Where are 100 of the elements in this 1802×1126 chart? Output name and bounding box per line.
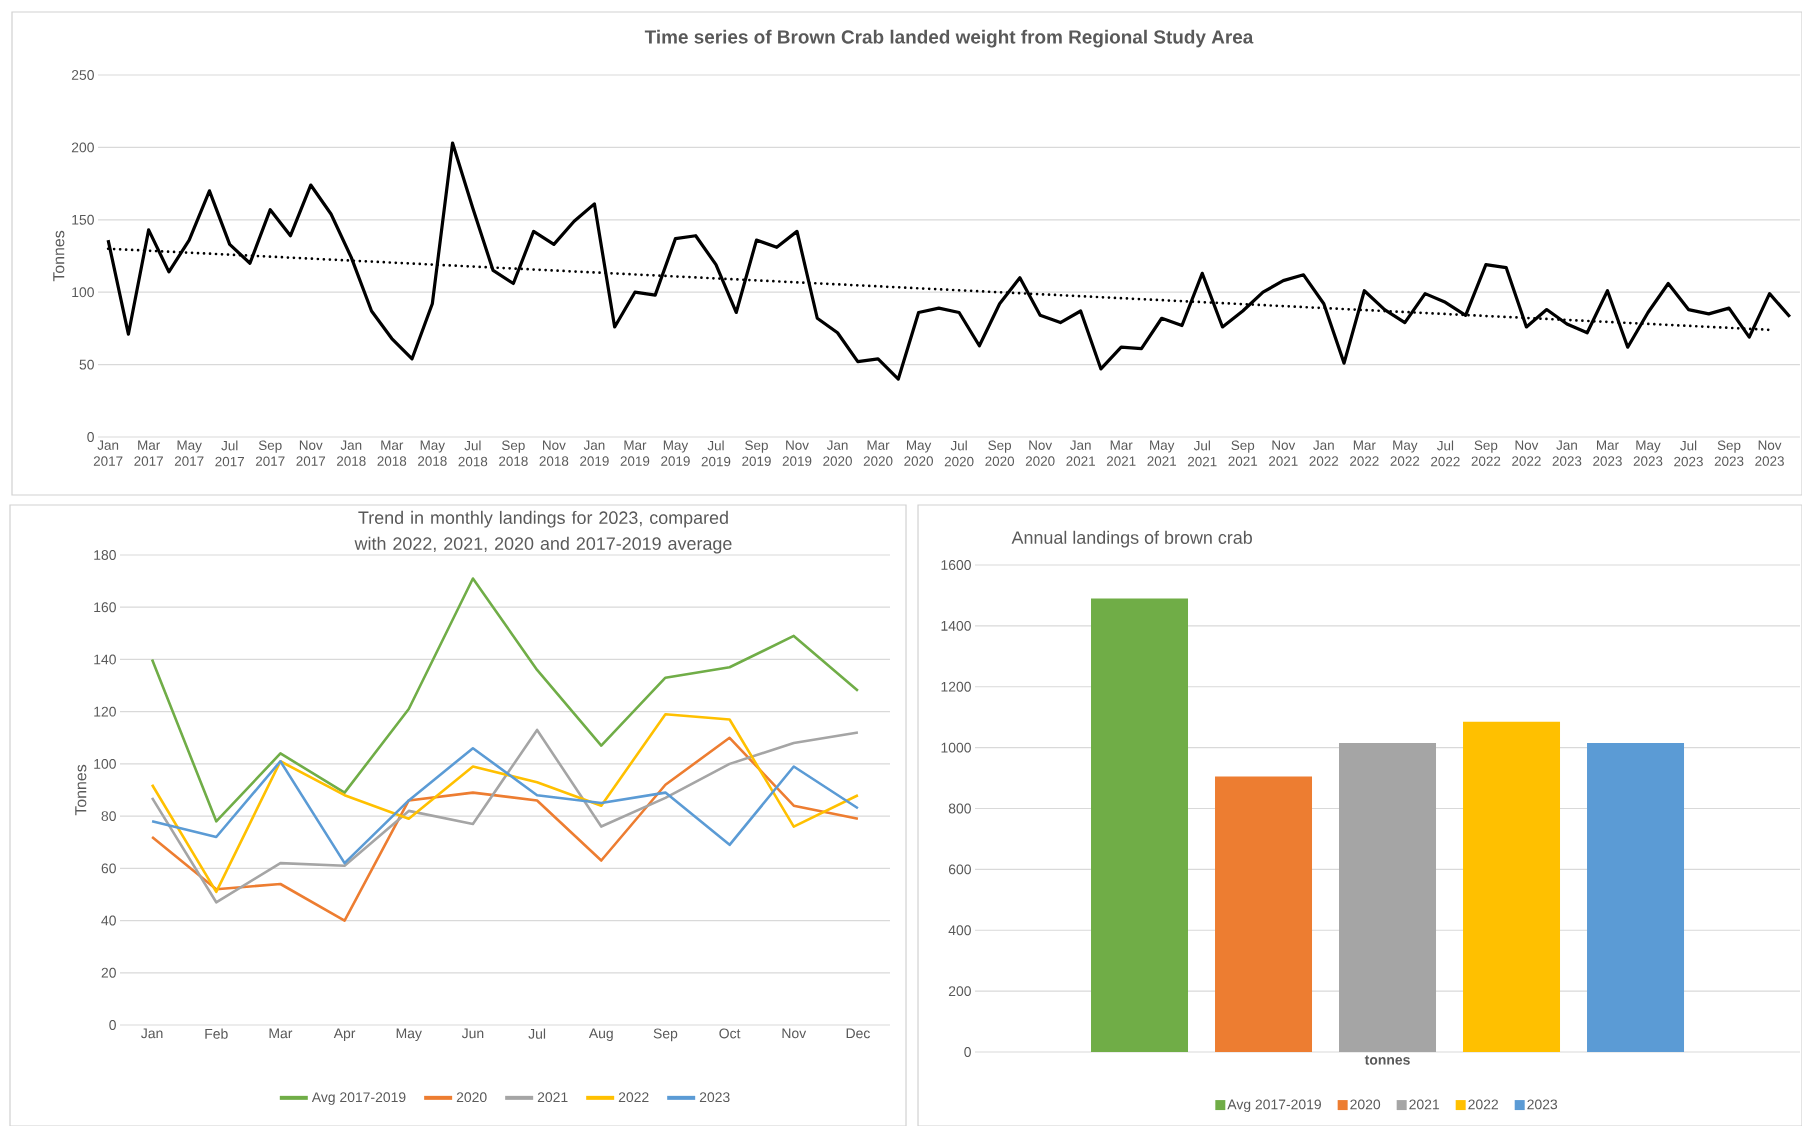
x-tick-label: Nov	[782, 1028, 807, 1039]
bar	[1215, 776, 1313, 1052]
y-tick-label: 200	[948, 986, 971, 997]
x-tick-label: Jan 2022	[1309, 440, 1339, 466]
x-tick-label: May 2019	[661, 440, 690, 466]
x-tick-label: Sep 2020	[985, 440, 1015, 466]
legend-label: 2023	[1527, 1099, 1558, 1110]
y-tick-label: 50	[79, 359, 94, 370]
line-series	[150, 577, 860, 823]
x-tick-label: Nov 2023	[1755, 440, 1784, 466]
chart-title: Trend in monthly landings for 2023, compared with 2022, 2021, 2020 and 2017-2019 average	[354, 510, 732, 554]
x-tick-label: Jun	[461, 1028, 484, 1039]
x-tick-label: Mar 2017	[134, 440, 163, 466]
x-tick-label: Jul 2020	[944, 440, 974, 467]
line-series	[106, 141, 1792, 381]
y-tick-label: 160	[94, 602, 116, 613]
y-tick-label: 1600	[941, 560, 971, 570]
x-tick-label: Jul 2017	[215, 440, 244, 467]
x-tick-label: Jan	[141, 1028, 163, 1039]
x-tick-label: Mar	[269, 1028, 293, 1039]
y-tick-label: 80	[101, 811, 116, 822]
bar	[1091, 598, 1189, 1052]
x-tick-label: Feb	[205, 1028, 228, 1039]
y-tick-label: 1400	[941, 620, 971, 631]
x-tick-label: Sep 2018	[499, 440, 528, 466]
y-tick-label: 20	[101, 967, 116, 978]
line-series	[150, 746, 860, 865]
y-tick-label: 100	[72, 287, 94, 298]
x-tick-label: Nov 2019	[782, 440, 812, 466]
y-tick-label: 1000	[941, 742, 971, 753]
y-tick-label: 600	[948, 864, 971, 875]
bar	[1463, 721, 1561, 1052]
x-tick-label: Nov 2018	[539, 440, 569, 466]
x-tick-label: Mar 2023	[1593, 440, 1622, 466]
y-tick-label: 0	[109, 1020, 116, 1030]
y-tick-label: 150	[72, 214, 94, 225]
y-tick-label: 0	[87, 432, 94, 442]
x-tick-label: Aug	[588, 1028, 613, 1042]
x-tick-label: Jul 2018	[458, 440, 488, 467]
x-tick-label: Mar 2021	[1106, 440, 1136, 466]
legend-label: 2020	[456, 1092, 487, 1103]
x-tick-label: Mar 2018	[377, 440, 407, 466]
x-tick-label: Jan 2021	[1066, 440, 1095, 466]
chart-title: Time series of Brown Crab landed weight from Regional Study Area	[644, 29, 1254, 48]
legend-label: 2022	[618, 1092, 649, 1103]
x-tick-label: May 2022	[1390, 440, 1420, 466]
y-tick-label: 200	[71, 142, 94, 153]
bar	[1339, 743, 1437, 1052]
legend-label: 2023	[699, 1092, 730, 1103]
y-tick-label: 400	[948, 925, 971, 936]
legend-label: Avg 2017-2019	[1227, 1099, 1321, 1113]
y-tick-label: 60	[101, 863, 116, 874]
x-tick-label: May 2017	[174, 440, 204, 466]
x-tick-label: Sep	[653, 1028, 678, 1042]
y-tick-label: 40	[101, 915, 116, 926]
legend-label: 2021	[1409, 1099, 1440, 1110]
x-tick-label: Oct	[719, 1028, 741, 1039]
y-axis-title: Tonnes	[75, 764, 87, 816]
x-tick-label: Jan 2020	[823, 440, 852, 466]
legend-label: 2022	[1468, 1099, 1499, 1110]
x-tick-label: Jul 2022	[1431, 440, 1460, 467]
chart-title: Annual landings of brown crab	[1011, 530, 1252, 548]
x-tick-label: May 2023	[1633, 440, 1663, 466]
y-axis-title: Tonnes	[53, 230, 65, 282]
x-tick-label: Sep 2019	[742, 440, 771, 466]
y-tick-label: 250	[71, 70, 94, 80]
x-tick-label: Jul 2023	[1674, 440, 1703, 467]
y-tick-label: 0	[964, 1047, 971, 1057]
x-tick-label: Jan 2023	[1552, 440, 1582, 466]
x-tick-label: May 2020	[904, 440, 934, 466]
x-tick-label: Jul 2021	[1187, 440, 1217, 467]
x-tick-label: Nov 2022	[1512, 440, 1541, 466]
x-tick-label: Nov 2021	[1268, 440, 1298, 466]
x-tick-label: Jan 2017	[93, 440, 123, 466]
y-tick-label: 120	[94, 706, 116, 717]
x-tick-label: Apr	[333, 1028, 356, 1042]
x-tick-label: Sep 2022	[1471, 440, 1501, 466]
x-tick-label: Sep 2023	[1714, 440, 1744, 466]
y-tick-label: 1200	[941, 681, 971, 692]
x-tick-label: Nov 2017	[296, 440, 326, 466]
x-tick-label: Mar 2020	[863, 440, 893, 466]
x-tick-label: Dec	[846, 1028, 870, 1039]
x-tick-label: Mar 2022	[1350, 440, 1379, 466]
y-tick-label: 180	[94, 550, 116, 560]
legend-label: Avg 2017-2019	[311, 1092, 406, 1105]
x-tick-label: Jan 2019	[580, 440, 609, 466]
x-tick-label: tonnes	[1364, 1055, 1410, 1065]
x-tick-label: Jan 2018	[336, 440, 366, 466]
x-tick-label: May 2021	[1147, 440, 1177, 466]
x-tick-label: May 2018	[418, 440, 447, 466]
x-tick-label: May	[396, 1028, 422, 1042]
y-tick-label: 800	[948, 803, 971, 814]
x-tick-label: Jul 2019	[701, 440, 731, 467]
y-tick-label: 100	[94, 758, 116, 769]
legend-label: 2021	[537, 1092, 568, 1103]
x-tick-label: Nov 2020	[1025, 440, 1055, 466]
bar	[1587, 743, 1685, 1052]
legend-label: 2020	[1350, 1099, 1381, 1110]
y-tick-label: 140	[94, 654, 116, 665]
x-tick-label: Sep 2021	[1228, 440, 1258, 466]
